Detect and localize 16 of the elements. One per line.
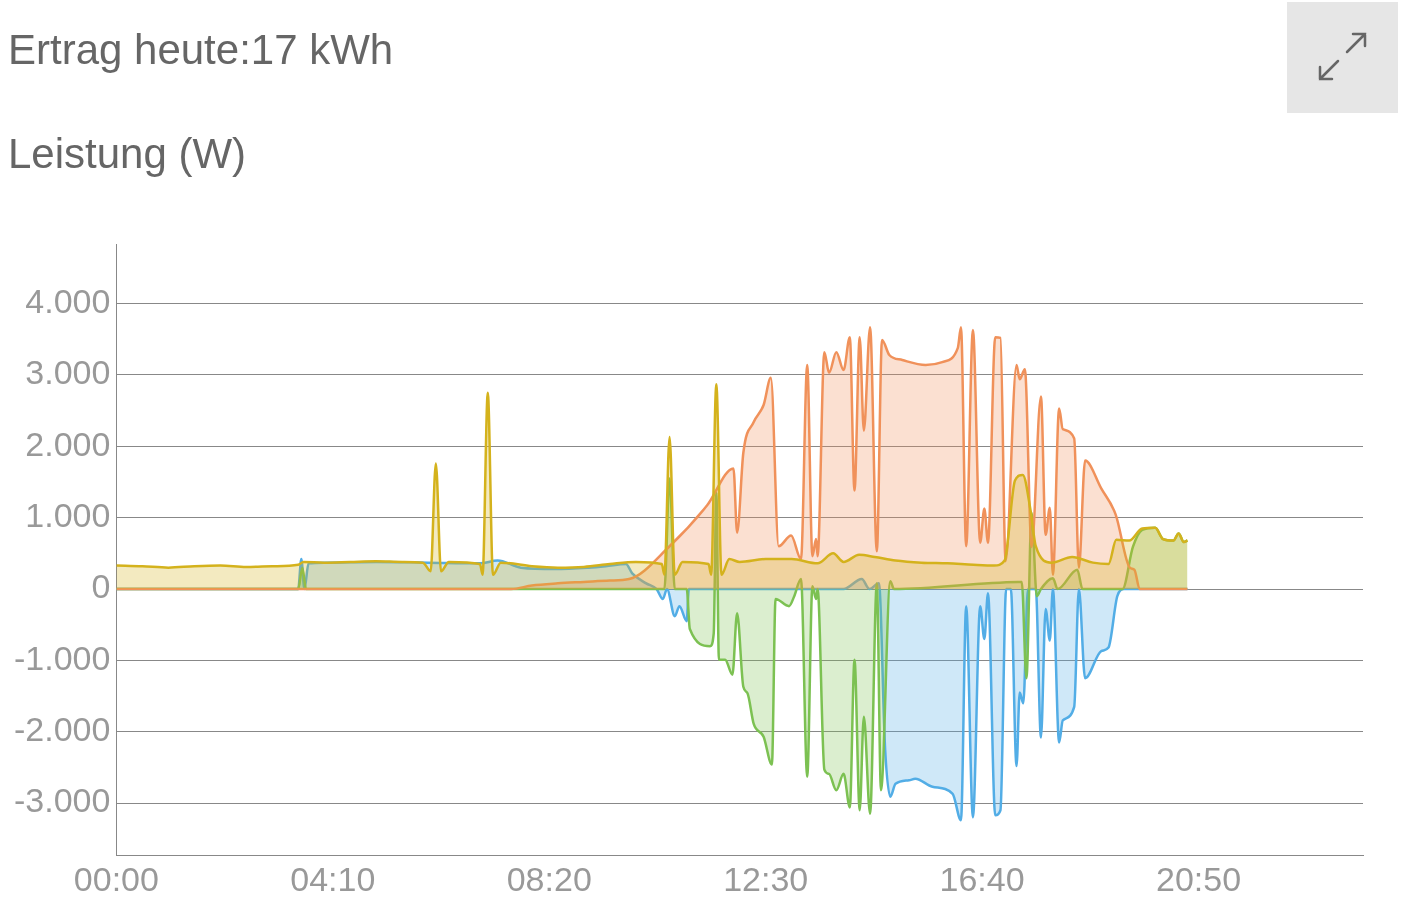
x-tick-label: 08:20: [506, 859, 592, 898]
y-tick-label: -2.000: [14, 710, 111, 749]
y-tick-label: 0: [91, 567, 111, 606]
y-tick-label: 2.000: [25, 424, 111, 463]
x-tick-label: 12:30: [723, 859, 809, 898]
x-tick-label: 20:50: [1155, 859, 1242, 898]
x-tick-label: 04:10: [290, 859, 376, 898]
chart-subtitle: Leistung (W): [8, 130, 247, 178]
x-tick-label: 16:40: [939, 859, 1025, 898]
y-tick-label: 3.000: [25, 353, 111, 392]
y-tick-label: 4.000: [25, 282, 111, 320]
x-tick-label: 00:00: [73, 859, 159, 898]
y-tick-label: -3.000: [14, 781, 111, 820]
y-tick-label: -1.000: [14, 638, 111, 677]
chart-title: Ertrag heute:17 kWh: [8, 26, 394, 74]
y-tick-label: 1.000: [25, 496, 111, 535]
